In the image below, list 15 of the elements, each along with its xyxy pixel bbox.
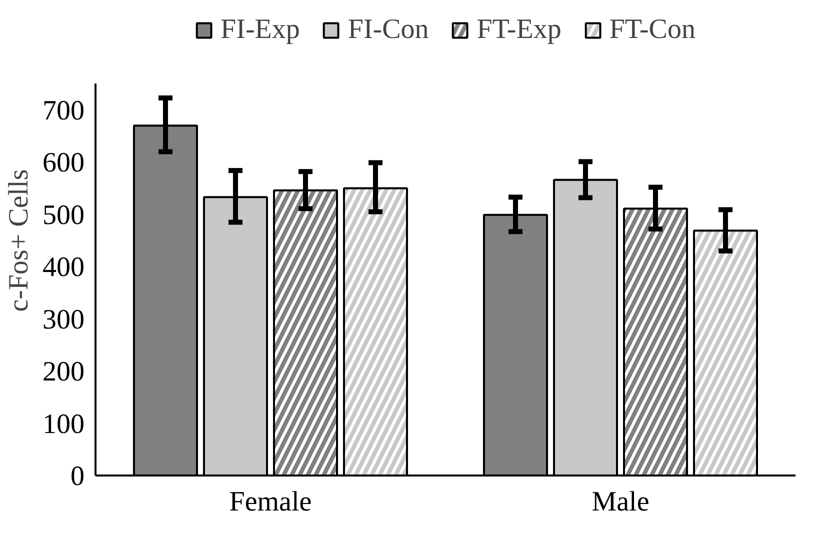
y-tick-label: 500 <box>42 200 84 231</box>
y-tick-label: 200 <box>42 356 84 388</box>
legend-label: FT-Con <box>609 13 696 47</box>
y-axis-title: c-Fos+ Cells <box>4 169 34 312</box>
y-tick-label: 0 <box>70 461 84 492</box>
y-tick-label: 400 <box>42 252 84 284</box>
legend-label: FT-Exp <box>476 13 562 47</box>
legend-label: FI-Con <box>348 13 429 47</box>
legend-label: FI-Exp <box>220 13 300 47</box>
x-tick-label: Male <box>592 486 650 518</box>
y-tick-label: 600 <box>42 148 84 179</box>
y-tick-label: 700 <box>42 95 84 126</box>
y-tick-label: 100 <box>42 408 84 440</box>
y-tick-label: 300 <box>42 304 84 336</box>
x-tick-label: Female <box>229 486 312 518</box>
